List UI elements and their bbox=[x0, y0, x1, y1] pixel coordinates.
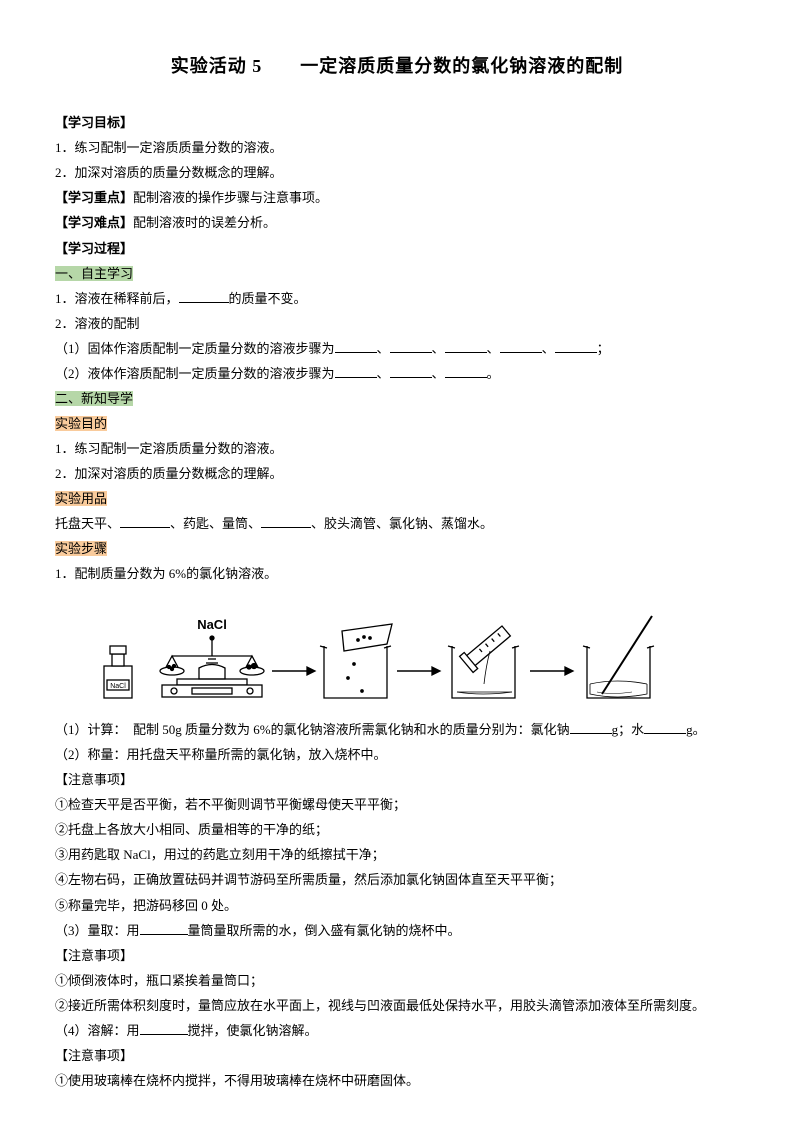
exp-goal-2: 2．加深对溶质的质量分数概念的理解。 bbox=[55, 462, 739, 486]
dissolve-line: （4）溶解：用 搅拌，使氯化钠溶解。 bbox=[55, 1019, 739, 1043]
note-8: ①使用玻璃棒在烧杯内搅拌，不得用玻璃棒在烧杯中研磨固体。 bbox=[55, 1069, 739, 1093]
t: ； bbox=[597, 341, 610, 356]
t: 的质量不变。 bbox=[229, 291, 307, 306]
t: （4）溶解：用 bbox=[55, 1023, 140, 1038]
blank bbox=[445, 365, 487, 378]
notes-head-3: 【注意事项】 bbox=[55, 1044, 739, 1068]
line-5-4: （2）液体作溶质配制一定质量分数的溶液步骤为 、 、 。 bbox=[55, 362, 739, 386]
focus-head: 【学习重点】 bbox=[55, 190, 133, 205]
step-1: 1．配制质量分数为 6%的氯化钠溶液。 bbox=[55, 562, 739, 586]
note-2: ②托盘上各放大小相同、质量相等的干净的纸； bbox=[55, 818, 739, 842]
blank bbox=[335, 340, 377, 353]
t: （1）计算： 配制 50g 质量分数为 6%的氯化钠溶液所需氯化钠和水的质量分别… bbox=[55, 722, 570, 737]
goal-1: 1．练习配制一定溶质质量分数的溶液。 bbox=[55, 136, 739, 160]
calc-line: （1）计算： 配制 50g 质量分数为 6%的氯化钠溶液所需氯化钠和水的质量分别… bbox=[55, 718, 739, 742]
blank bbox=[500, 340, 542, 353]
blank bbox=[445, 340, 487, 353]
t: 、胶头滴管、氯化钠、蒸馏水。 bbox=[311, 516, 493, 531]
t: 、 bbox=[377, 341, 390, 356]
exp-step-text: 实验步骤 bbox=[55, 541, 107, 556]
t: 、 bbox=[487, 341, 500, 356]
material-line: 托盘天平、 、药匙、量筒、 、胶头滴管、氯化钠、蒸馏水。 bbox=[55, 512, 739, 536]
process-head: 【学习过程】 bbox=[55, 237, 739, 261]
focus-body: 配制溶液的操作步骤与注意事项。 bbox=[133, 190, 328, 205]
blank bbox=[555, 340, 597, 353]
new-knowledge-head: 二、新知导学 bbox=[55, 387, 739, 411]
note-4: ④左物右码，正确放置砝码并调节游码至所需质量，然后添加氯化钠固体直至天平平衡； bbox=[55, 868, 739, 892]
self-study-head: 一、自主学习 bbox=[55, 262, 739, 286]
blank bbox=[140, 1022, 188, 1035]
t: 、 bbox=[432, 366, 445, 381]
notes-head-1: 【注意事项】 bbox=[55, 768, 739, 792]
t: 托盘天平、 bbox=[55, 516, 120, 531]
t: 、 bbox=[432, 341, 445, 356]
t: g；水 bbox=[612, 722, 645, 737]
line-5-1: 1．溶液在稀释前后， 的质量不变。 bbox=[55, 287, 739, 311]
exp-material-text: 实验用品 bbox=[55, 491, 107, 506]
note-5: ⑤称量完毕，把游码移回 0 处。 bbox=[55, 894, 739, 918]
t: （1）固体作溶质配制一定质量分数的溶液步骤为 bbox=[55, 341, 335, 356]
exp-step-head: 实验步骤 bbox=[55, 537, 739, 561]
note-1: ①检查天平是否平衡，若不平衡则调节平衡螺母使天平平衡； bbox=[55, 793, 739, 817]
t: 、 bbox=[377, 366, 390, 381]
focus-line: 【学习重点】配制溶液的操作步骤与注意事项。 bbox=[55, 186, 739, 210]
blank bbox=[140, 922, 188, 935]
notes-head-2: 【注意事项】 bbox=[55, 944, 739, 968]
nacl-box-label: NaCl bbox=[110, 683, 126, 690]
apparatus-diagram: NaCl NaCl bbox=[55, 596, 739, 706]
blank bbox=[570, 721, 612, 734]
learning-goal-head: 【学习目标】 bbox=[55, 111, 739, 135]
blank bbox=[179, 290, 229, 303]
difficulty-body: 配制溶液时的误差分析。 bbox=[133, 215, 276, 230]
process-head-text: 【学习过程】 bbox=[55, 241, 133, 256]
t: 1．溶液在稀释前后， bbox=[55, 291, 179, 306]
blank bbox=[390, 365, 432, 378]
t: 、药匙、量筒、 bbox=[170, 516, 261, 531]
t: 量筒量取所需的水，倒入盛有氯化钠的烧杯中。 bbox=[188, 923, 461, 938]
measure-line: （3）量取：用 量筒量取所需的水，倒入盛有氯化钠的烧杯中。 bbox=[55, 919, 739, 943]
t: （3）量取：用 bbox=[55, 923, 140, 938]
nacl-label: NaCl bbox=[197, 617, 227, 632]
difficulty-line: 【学习难点】配制溶液时的误差分析。 bbox=[55, 211, 739, 235]
head-text: 【学习目标】 bbox=[55, 115, 133, 130]
exp-goal-text: 实验目的 bbox=[55, 416, 107, 431]
t: 、 bbox=[542, 341, 555, 356]
blank bbox=[644, 721, 686, 734]
blank bbox=[390, 340, 432, 353]
exp-goal-head: 实验目的 bbox=[55, 412, 739, 436]
blank bbox=[120, 515, 170, 528]
line-5-3: （1）固体作溶质配制一定质量分数的溶液步骤为 、 、 、 、 ； bbox=[55, 337, 739, 361]
t: 。 bbox=[487, 366, 500, 381]
weigh-line: （2）称量：用托盘天平称量所需的氯化钠，放入烧杯中。 bbox=[55, 743, 739, 767]
t: g。 bbox=[686, 722, 706, 737]
self-study-text: 一、自主学习 bbox=[55, 266, 133, 281]
page-title: 实验活动 5 一定溶质质量分数的氯化钠溶液的配制 bbox=[55, 50, 739, 83]
difficulty-head: 【学习难点】 bbox=[55, 215, 133, 230]
note-3: ③用药匙取 NaCl，用过的药匙立刻用干净的纸擦拭干净； bbox=[55, 843, 739, 867]
blank bbox=[261, 515, 311, 528]
note-7: ②接近所需体积刻度时，量筒应放在水平面上，视线与凹液面最低处保持水平，用胶头滴管… bbox=[55, 994, 739, 1018]
t: 搅拌，使氯化钠溶解。 bbox=[188, 1023, 318, 1038]
line-5-2: 2．溶液的配制 bbox=[55, 312, 739, 336]
note-6: ①倾倒液体时，瓶口紧挨着量筒口； bbox=[55, 969, 739, 993]
exp-material-head: 实验用品 bbox=[55, 487, 739, 511]
goal-2: 2．加深对溶质的质量分数概念的理解。 bbox=[55, 161, 739, 185]
t: （2）液体作溶质配制一定质量分数的溶液步骤为 bbox=[55, 366, 335, 381]
blank bbox=[335, 365, 377, 378]
exp-goal-1: 1．练习配制一定溶质质量分数的溶液。 bbox=[55, 437, 739, 461]
new-knowledge-text: 二、新知导学 bbox=[55, 391, 133, 406]
